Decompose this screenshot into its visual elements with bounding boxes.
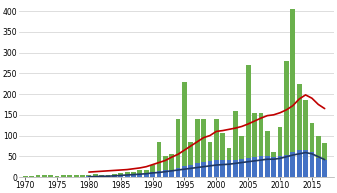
- Bar: [208, 142, 212, 177]
- Bar: [144, 170, 149, 177]
- Bar: [233, 111, 238, 177]
- Bar: [227, 160, 232, 177]
- Bar: [246, 158, 251, 177]
- Bar: [239, 135, 244, 177]
- Bar: [74, 175, 79, 177]
- Bar: [67, 175, 72, 177]
- Bar: [105, 175, 111, 177]
- Bar: [239, 159, 244, 177]
- Bar: [284, 61, 289, 177]
- Bar: [214, 119, 219, 177]
- Bar: [309, 152, 314, 177]
- Bar: [176, 168, 181, 177]
- Bar: [290, 152, 295, 177]
- Bar: [105, 176, 111, 177]
- Bar: [93, 176, 98, 177]
- Bar: [80, 175, 85, 177]
- Bar: [316, 135, 321, 177]
- Bar: [35, 175, 40, 177]
- Bar: [220, 134, 225, 177]
- Bar: [125, 172, 129, 177]
- Bar: [137, 170, 142, 177]
- Bar: [303, 100, 308, 177]
- Bar: [265, 131, 270, 177]
- Bar: [176, 119, 181, 177]
- Bar: [258, 156, 263, 177]
- Bar: [316, 157, 321, 177]
- Bar: [309, 123, 314, 177]
- Bar: [201, 162, 206, 177]
- Bar: [61, 175, 66, 177]
- Bar: [157, 142, 161, 177]
- Bar: [322, 160, 327, 177]
- Bar: [157, 171, 161, 177]
- Bar: [271, 152, 276, 177]
- Bar: [188, 142, 193, 177]
- Bar: [87, 176, 91, 177]
- Bar: [182, 82, 187, 177]
- Bar: [118, 173, 123, 177]
- Bar: [214, 160, 219, 177]
- Bar: [137, 174, 142, 177]
- Bar: [303, 151, 308, 177]
- Bar: [278, 127, 282, 177]
- Bar: [112, 175, 117, 177]
- Bar: [182, 166, 187, 177]
- Bar: [99, 175, 104, 177]
- Bar: [271, 157, 276, 177]
- Bar: [284, 155, 289, 177]
- Bar: [169, 154, 174, 177]
- Bar: [29, 176, 34, 177]
- Bar: [201, 119, 206, 177]
- Bar: [322, 143, 327, 177]
- Bar: [87, 175, 91, 177]
- Bar: [163, 170, 168, 177]
- Bar: [150, 172, 155, 177]
- Bar: [23, 176, 28, 177]
- Bar: [169, 170, 174, 177]
- Bar: [144, 173, 149, 177]
- Bar: [252, 113, 257, 177]
- Bar: [188, 165, 193, 177]
- Bar: [195, 119, 200, 177]
- Bar: [195, 163, 200, 177]
- Bar: [246, 65, 251, 177]
- Bar: [163, 156, 168, 177]
- Bar: [131, 172, 136, 177]
- Bar: [93, 174, 98, 177]
- Bar: [297, 151, 302, 177]
- Bar: [125, 174, 129, 177]
- Bar: [233, 160, 238, 177]
- Bar: [48, 175, 53, 177]
- Bar: [297, 84, 302, 177]
- Bar: [150, 165, 155, 177]
- Bar: [112, 174, 117, 177]
- Bar: [118, 175, 123, 177]
- Bar: [99, 176, 104, 177]
- Bar: [42, 175, 47, 177]
- Bar: [290, 9, 295, 177]
- Bar: [278, 156, 282, 177]
- Bar: [220, 160, 225, 177]
- Bar: [208, 161, 212, 177]
- Bar: [55, 176, 59, 177]
- Bar: [131, 174, 136, 177]
- Bar: [265, 156, 270, 177]
- Bar: [227, 148, 232, 177]
- Bar: [258, 113, 263, 177]
- Bar: [252, 157, 257, 177]
